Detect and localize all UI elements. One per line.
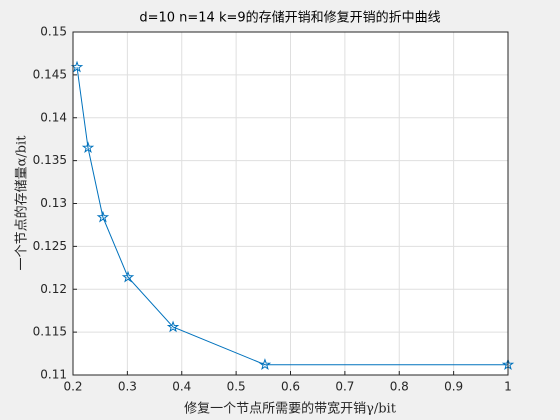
x-tick-label: 0.4	[172, 380, 191, 394]
y-tick-label: 0.13	[40, 196, 67, 210]
y-tick-label: 0.125	[33, 239, 67, 253]
y-tick-label: 0.115	[33, 325, 67, 339]
x-tick-label: 0.7	[335, 380, 354, 394]
point-marker	[96, 210, 110, 223]
point-marker	[166, 320, 180, 333]
y-tick-label: 0.11	[40, 368, 67, 382]
y-tick-label: 0.145	[33, 67, 67, 81]
y-tick-label: 0.15	[40, 25, 67, 39]
y-tick-label: 0.12	[40, 282, 67, 296]
axes-box	[72, 31, 509, 376]
x-tick-label: 0.9	[444, 380, 463, 394]
series-line	[76, 67, 508, 366]
point-marker	[121, 270, 135, 283]
x-tick-label: 0.3	[118, 380, 137, 394]
x-tick-label: 0.5	[227, 380, 246, 394]
point-marker	[81, 141, 95, 154]
x-tick-label: 1	[504, 380, 512, 394]
y-tick-label: 0.135	[33, 153, 67, 167]
y-tick-label: 0.14	[40, 110, 67, 124]
x-tick-label: 0.2	[63, 380, 82, 394]
chart-title: d=10 n=14 k=9的存储开销和修复开销的折中曲线	[139, 10, 440, 26]
y-axis-label: 一个节点的存储量α/bit	[14, 135, 30, 271]
x-tick-label: 0.8	[390, 380, 409, 394]
x-tick-label: 0.6	[281, 380, 300, 394]
x-axis-label: 修复一个节点所需要的带宽开销γ/bit	[184, 401, 397, 417]
point-marker	[258, 358, 272, 370]
